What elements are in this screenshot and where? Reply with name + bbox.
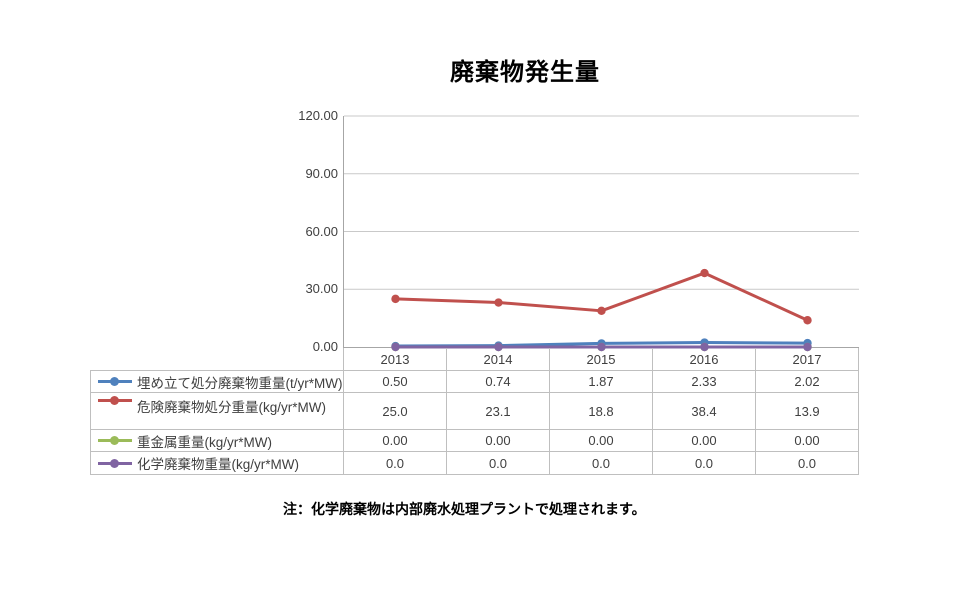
series-label: 化学廃棄物重量(kg/yr*MW) <box>137 457 299 472</box>
chart-footnote: 注：化学廃棄物は内部廃水処理プラントで処理されます。 <box>283 501 646 517</box>
table-cell: 1.87 <box>550 371 653 392</box>
plot-area <box>343 115 859 352</box>
data-table: 埋め立て処分廃棄物重量(t/yr*MW) 0.50 0.74 1.87 2.33… <box>90 370 859 475</box>
series-marker-chemical-waste <box>98 458 132 468</box>
table-cell: 0.74 <box>447 371 550 392</box>
table-cell: 0.50 <box>344 371 447 392</box>
table-cell: 25.0 <box>344 393 447 429</box>
table-cell: 38.4 <box>653 393 756 429</box>
table-row: 危険廃棄物処分重量(kg/yr*MW) 25.0 23.1 18.8 38.4 … <box>91 393 859 430</box>
line-chart-svg <box>344 115 859 352</box>
table-row: 化学廃棄物重量(kg/yr*MW) 0.0 0.0 0.0 0.0 0.0 <box>91 452 859 475</box>
x-axis-category-label: 2016 <box>653 348 756 370</box>
x-axis-category-label: 2014 <box>447 348 550 370</box>
data-point-marker <box>597 306 606 316</box>
series-marker-landfill-waste <box>98 377 132 386</box>
legend-dot-icon <box>110 436 119 445</box>
data-point-marker <box>597 342 606 352</box>
table-row: 埋め立て処分廃棄物重量(t/yr*MW) 0.50 0.74 1.87 2.33… <box>91 371 859 393</box>
legend-cell: 重金属重量(kg/yr*MW) <box>91 430 344 451</box>
series-label: 重金属重量(kg/yr*MW) <box>137 434 272 450</box>
data-point-marker <box>391 342 400 352</box>
x-axis-category-label: 2013 <box>344 348 447 370</box>
legend-dot-icon <box>110 377 119 386</box>
x-axis-category-label: 2017 <box>756 348 859 370</box>
y-axis-tick-label: 60.00 <box>305 223 338 239</box>
table-cell: 0.0 <box>550 452 653 474</box>
legend-dot-icon <box>110 396 119 405</box>
table-cell: 0.0 <box>653 452 756 474</box>
legend-dot-icon <box>110 458 119 468</box>
y-axis-tick-label: 120.00 <box>298 108 338 123</box>
y-axis-tick-label: 0.00 <box>312 339 338 354</box>
data-point-marker <box>494 298 503 307</box>
x-axis-category-row: 2013 2014 2015 2016 2017 <box>343 348 859 370</box>
legend-cell: 化学廃棄物重量(kg/yr*MW) <box>91 452 344 474</box>
data-point-marker <box>803 342 812 352</box>
data-point-marker <box>700 342 709 352</box>
y-axis-tick-label: 90.00 <box>305 165 338 181</box>
chart-title: 廃棄物発生量 <box>450 59 600 86</box>
data-point-marker <box>803 316 812 325</box>
table-cell: 18.8 <box>550 393 653 429</box>
x-axis-category-label: 2015 <box>550 348 653 370</box>
table-cell: 2.02 <box>756 371 859 392</box>
y-axis-tick-label: 30.00 <box>305 281 338 297</box>
legend-cell: 危険廃棄物処分重量(kg/yr*MW) <box>91 393 344 429</box>
table-cell: 0.0 <box>447 452 550 474</box>
legend-cell: 埋め立て処分廃棄物重量(t/yr*MW) <box>91 371 344 392</box>
series-label: 埋め立て処分廃棄物重量(t/yr*MW) <box>137 375 343 391</box>
series-marker-heavy-metal <box>98 436 132 445</box>
data-point-marker <box>494 342 503 352</box>
table-cell: 0.00 <box>756 430 859 451</box>
table-cell: 0.00 <box>653 430 756 451</box>
data-point-marker <box>391 294 400 304</box>
table-cell: 0.0 <box>756 452 859 474</box>
table-cell: 13.9 <box>756 393 859 429</box>
table-cell: 0.0 <box>344 452 447 474</box>
table-cell: 0.00 <box>447 430 550 451</box>
table-cell: 2.33 <box>653 371 756 392</box>
series-marker-hazardous-waste <box>98 396 132 405</box>
series-label: 危険廃棄物処分重量(kg/yr*MW) <box>137 400 326 415</box>
table-cell: 23.1 <box>447 393 550 429</box>
table-row: 重金属重量(kg/yr*MW) 0.00 0.00 0.00 0.00 0.00 <box>91 430 859 452</box>
table-cell: 0.00 <box>344 430 447 451</box>
data-point-marker <box>700 268 709 278</box>
table-cell: 0.00 <box>550 430 653 451</box>
